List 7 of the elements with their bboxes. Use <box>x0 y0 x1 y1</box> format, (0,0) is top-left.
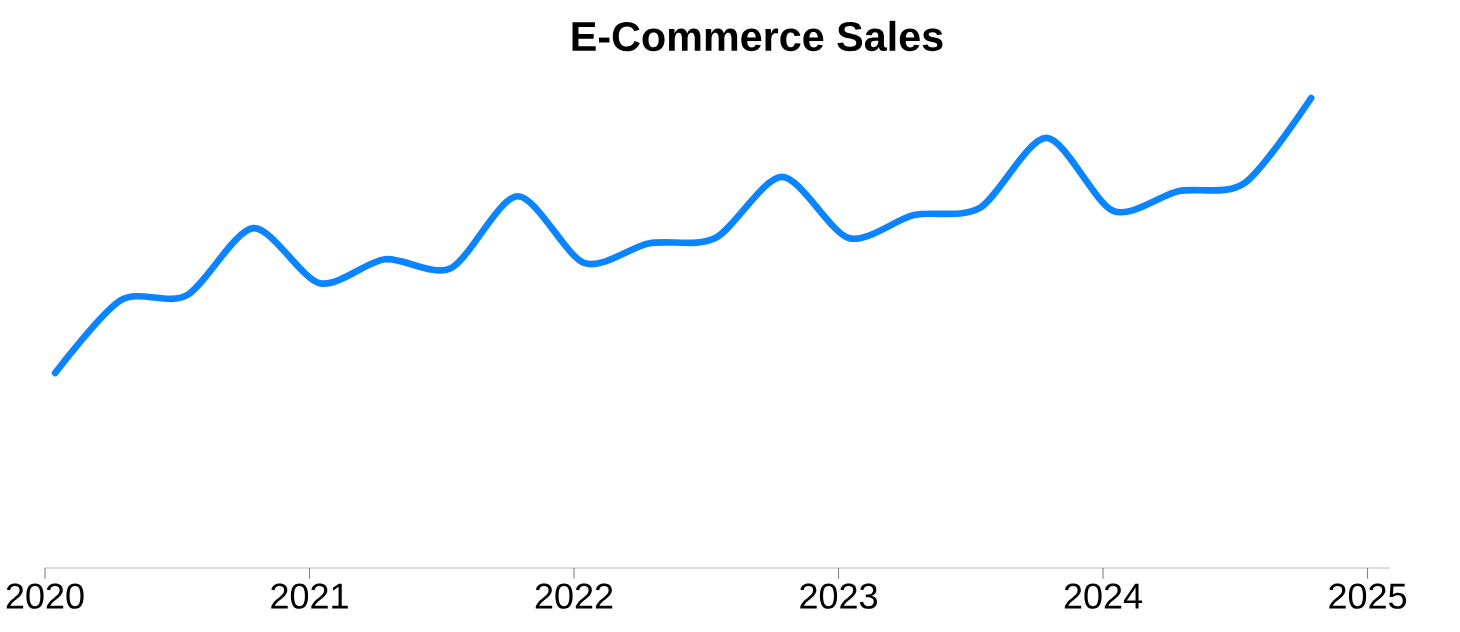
x-tick-label: 2020 <box>6 583 84 609</box>
x-tick-label: 2024 <box>1064 583 1143 609</box>
x-tick-label: 2025 <box>1329 583 1407 609</box>
x-tick-label: 2022 <box>535 583 613 609</box>
x-tick-label: 2023 <box>800 583 877 609</box>
x-tick-label: 2021 <box>271 583 348 609</box>
chart-title: E-Commerce Sales <box>572 20 943 52</box>
